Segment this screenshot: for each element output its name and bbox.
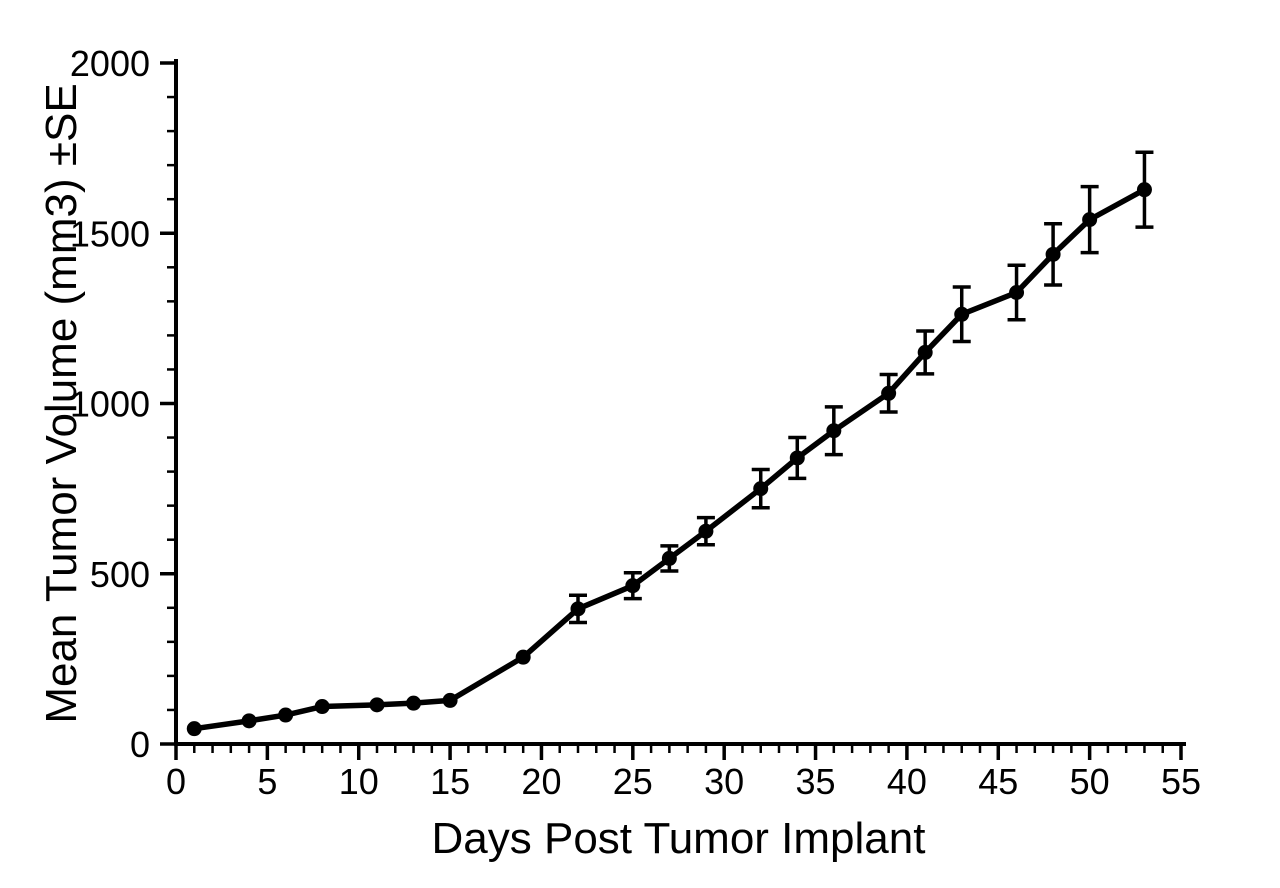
x-tick-label: 35 — [796, 761, 836, 802]
x-tick-label: 55 — [1161, 761, 1201, 802]
data-point — [917, 344, 933, 360]
data-point — [442, 692, 458, 708]
x-tick-label: 45 — [978, 761, 1018, 802]
data-point — [1136, 182, 1152, 198]
data-point — [1009, 284, 1025, 300]
data-point — [570, 601, 586, 617]
data-point — [698, 523, 714, 539]
x-tick-label: 50 — [1070, 761, 1110, 802]
x-tick-label: 25 — [613, 761, 653, 802]
data-point — [406, 695, 422, 711]
x-tick-label: 15 — [430, 761, 470, 802]
data-point — [186, 721, 202, 737]
data-point — [515, 649, 531, 665]
data-point — [753, 481, 769, 497]
x-tick-label: 0 — [166, 761, 186, 802]
data-point — [661, 550, 677, 566]
series-line — [193, 187, 1146, 732]
data-point — [369, 697, 385, 713]
data-point — [278, 707, 294, 723]
data-point — [314, 699, 330, 715]
x-tick-label: 40 — [887, 761, 927, 802]
data-point — [241, 713, 257, 729]
y-tick-label: 1000 — [70, 384, 150, 425]
y-tick-label: 2000 — [70, 43, 150, 84]
x-axis-title: Days Post Tumor Implant — [432, 814, 926, 863]
y-tick-label: 0 — [130, 724, 150, 765]
data-point — [789, 450, 805, 466]
x-tick-label: 20 — [521, 761, 561, 802]
data-point — [625, 578, 641, 594]
x-tick-label: 5 — [257, 761, 277, 802]
x-tick-label: 30 — [704, 761, 744, 802]
data-point — [881, 385, 897, 401]
data-point — [1082, 212, 1098, 228]
data-point — [954, 306, 970, 322]
y-axis-title: Mean Tumor Volume (mm3) ±SE — [37, 83, 86, 723]
data-point — [1045, 246, 1061, 262]
y-tick-label: 500 — [90, 554, 150, 595]
x-tick-label: 10 — [339, 761, 379, 802]
y-tick-label: 1500 — [70, 213, 150, 254]
data-point — [826, 423, 842, 439]
